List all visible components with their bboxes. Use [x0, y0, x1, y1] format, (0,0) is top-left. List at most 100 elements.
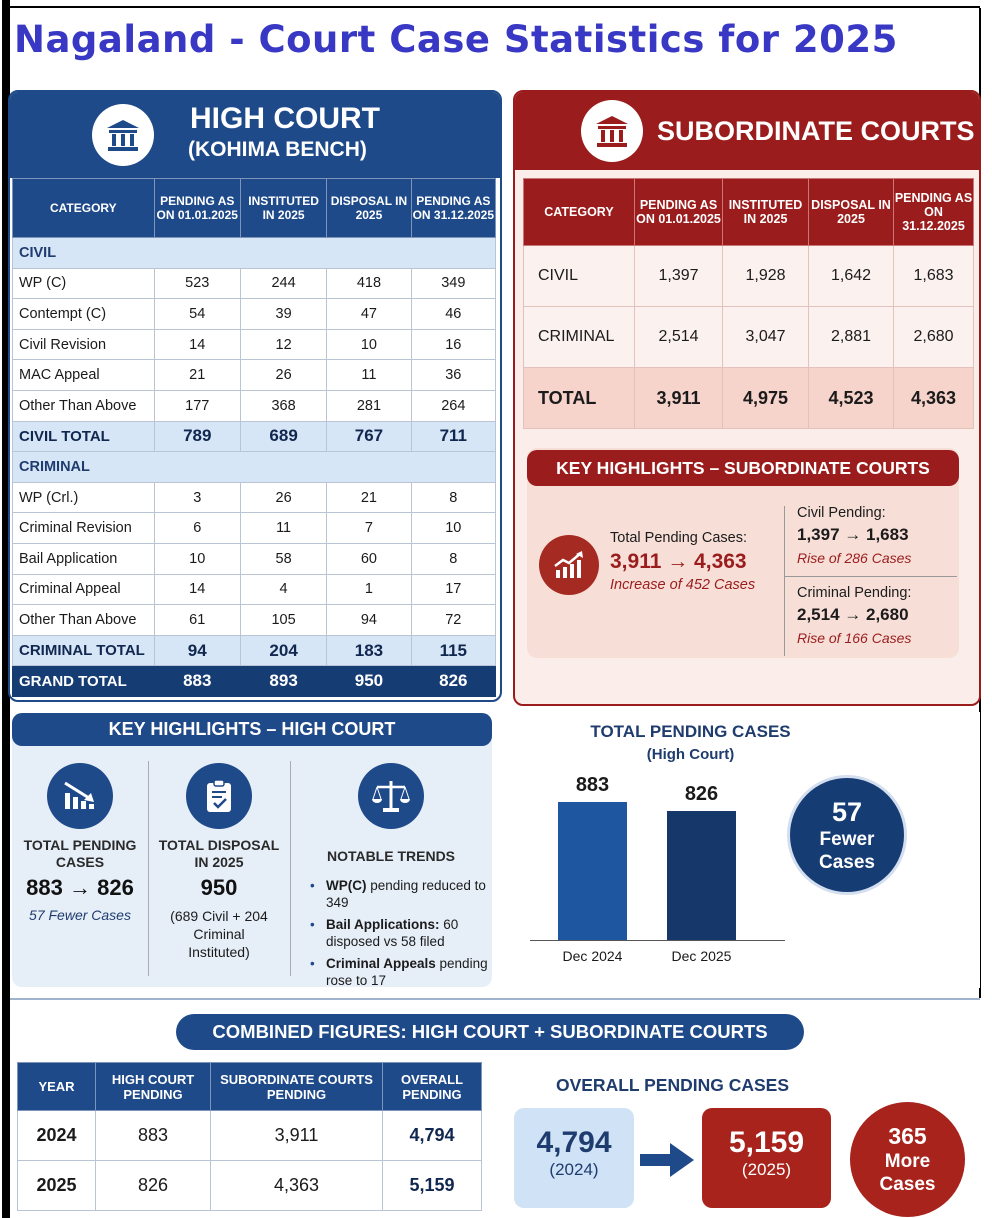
subordinate-highlights-title: KEY HIGHLIGHTS – SUBORDINATE COURTS — [527, 450, 959, 486]
row-label: CIVIL — [12, 237, 496, 269]
cell: 826 — [410, 665, 497, 697]
cell: 10 — [410, 512, 497, 544]
cell: 115 — [410, 634, 497, 667]
table-row: WP (Crl.) 3 26 21 8 — [12, 481, 497, 514]
badge-value: 57 — [831, 796, 863, 827]
cell: 58 — [239, 542, 328, 575]
more-cases-badge: 365 More Cases — [850, 1102, 965, 1217]
trend-text: 60 disposed vs 58 filed — [326, 917, 459, 949]
civil-pending-note: Rise of 286 Cases — [797, 550, 912, 566]
arrow-right-icon — [640, 1143, 694, 1182]
courthouse-icon — [581, 100, 643, 162]
row-label: Contempt (C) — [12, 298, 155, 330]
overall-2024-box: 4,794 (2024) — [514, 1108, 634, 1208]
chart-title: TOTAL PENDING CASES — [590, 722, 791, 741]
row-label: WP (C) — [12, 267, 155, 300]
row-label: CRIMINAL TOTAL — [12, 634, 155, 667]
cell: 10 — [326, 328, 412, 361]
cell: 349 — [410, 267, 497, 300]
cell: 17 — [410, 573, 497, 606]
row-label: Criminal Appeal — [12, 573, 155, 606]
divider — [784, 506, 785, 656]
top-border — [10, 6, 980, 8]
subordinate-courts-panel: SUBORDINATE COURTS CATEGORY PENDING AS ON… — [513, 90, 981, 706]
criminal-pending-label: Criminal Pending: — [797, 585, 912, 601]
table-row: TOTAL 3,911 4,975 4,523 4,363 — [523, 367, 974, 429]
cell: 21 — [326, 481, 412, 514]
table-row: WP (C) 523 244 418 349 — [12, 267, 497, 300]
badge-text: Fewer Cases — [819, 828, 875, 873]
cell: 47 — [326, 298, 412, 330]
table-row: GRAND TOTAL 883 893 950 826 — [12, 665, 497, 697]
cell: 883 — [153, 665, 241, 697]
overall-2024-value: 4,794 — [536, 1126, 612, 1159]
left-border — [2, 0, 10, 1218]
cell: 1,928 — [722, 245, 809, 307]
column-header: DISPOSAL IN 2025 — [326, 178, 412, 238]
overall-2024-year: (2024) — [549, 1160, 599, 1179]
high-court-table: CATEGORY PENDING AS ON 01.01.2025 INSTITUT… — [12, 178, 497, 697]
cell: 689 — [239, 420, 328, 453]
divider — [148, 761, 149, 976]
civil-pending-label: Civil Pending: — [797, 505, 886, 521]
trends-list: WP(C) pending reduced to 349 Bail Applica… — [310, 877, 492, 989]
cell: 8 — [410, 542, 497, 575]
row-label: MAC Appeal — [12, 359, 155, 391]
row-label: Criminal Revision — [12, 512, 155, 544]
badge-text: More Cases — [879, 1151, 936, 1195]
table-row: Other Than Above 61 105 94 72 — [12, 604, 497, 636]
pending-chart: TOTAL PENDING CASES (High Court) 883 Dec … — [508, 712, 980, 988]
cell: 883 — [95, 1110, 211, 1161]
cell: 418 — [326, 267, 412, 300]
cell: 523 — [153, 267, 241, 300]
cell: 711 — [410, 420, 497, 453]
row-label: Civil Revision — [12, 328, 155, 361]
total-pending-value: 883 → 826 — [26, 875, 134, 900]
column-header: CATEGORY — [523, 178, 635, 246]
trend-up-icon — [539, 535, 599, 595]
cell: 2,680 — [893, 306, 974, 368]
high-court-header: HIGH COURT (KOHIMA BENCH) — [10, 92, 500, 178]
page-title: Nagaland - Court Case Statistics for 202… — [14, 18, 898, 61]
cell: 2,881 — [808, 306, 894, 368]
table-row: Civil Revision 14 12 10 16 — [12, 328, 497, 361]
fewer-cases-badge: 57 Fewer Cases — [787, 775, 907, 895]
overall-2025-box: 5,159 (2025) — [702, 1108, 831, 1208]
table-row: CIVIL — [12, 237, 496, 269]
cell: 26 — [239, 359, 328, 391]
table-row: MAC Appeal 21 26 11 36 — [12, 359, 497, 391]
cell: 36 — [410, 359, 497, 391]
cell: 893 — [239, 665, 328, 697]
column-header: INSTITUTED IN 2025 — [239, 178, 328, 238]
cell: 12 — [239, 328, 328, 361]
trend-item: Bail Applications: 60 disposed vs 58 fil… — [310, 916, 492, 950]
divider — [290, 761, 291, 976]
cell: 4,363 — [210, 1160, 383, 1211]
cell: 6 — [153, 512, 241, 544]
civil-pending-value: 1,397 → 1,683 — [797, 525, 909, 544]
row-label: GRAND TOTAL — [12, 665, 155, 697]
cell: 60 — [326, 542, 412, 575]
column-header: OVERALL PENDING — [382, 1062, 482, 1111]
row-label: TOTAL — [523, 367, 635, 429]
cell: 11 — [239, 512, 328, 544]
bar-value-label: 826 — [684, 783, 719, 806]
total-disposal-note: (689 Civil + 204 Criminal Instituted) — [170, 908, 268, 960]
cell: 72 — [410, 604, 497, 636]
x-tick-label: Dec 2024 — [562, 948, 623, 964]
table-row: Criminal Appeal 14 4 1 17 — [12, 573, 497, 606]
table-row: CRIMINAL TOTAL 94 204 183 115 — [12, 634, 497, 667]
cell: 4,363 — [893, 367, 974, 429]
column-header: YEAR — [17, 1062, 96, 1111]
cell: 3,047 — [722, 306, 809, 368]
cell: 39 — [239, 298, 328, 330]
cell: 177 — [153, 389, 241, 422]
column-header: SUBORDINATE COURTS PENDING — [210, 1062, 383, 1111]
table-row: 2025 826 4,363 5,159 — [17, 1160, 482, 1211]
table-row: CRIMINAL — [12, 451, 496, 483]
bar — [558, 802, 627, 940]
cell: 789 — [153, 420, 241, 453]
cell: 8 — [410, 481, 497, 514]
high-court-title: HIGH COURT — [190, 102, 380, 135]
column-header: HIGH COURT PENDING — [95, 1062, 211, 1111]
